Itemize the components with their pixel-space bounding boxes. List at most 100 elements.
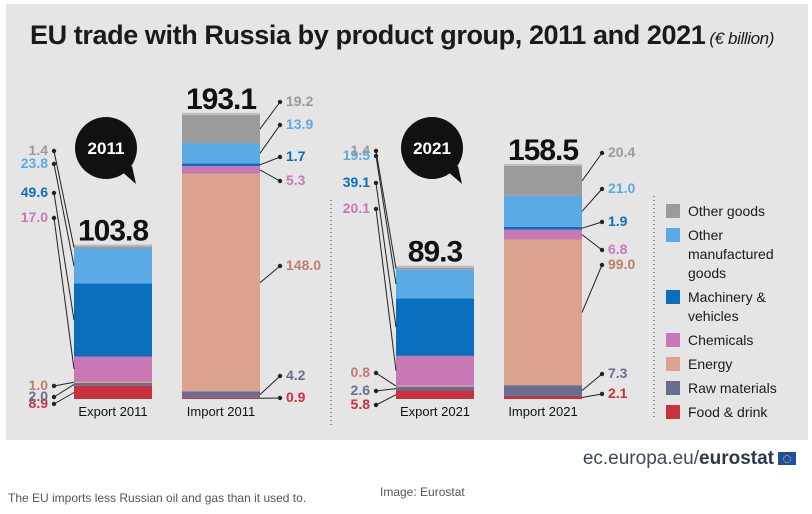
category-label-3: Import 2021: [508, 404, 577, 419]
bar-segment-3-5: [504, 195, 582, 227]
legend-swatch-1: [666, 228, 680, 242]
legend-swatch-3: [666, 333, 680, 347]
segment-label-1-3: 5.3: [286, 172, 306, 188]
chart-title-text: EU trade with Russia by product group, 2…: [30, 20, 706, 50]
leader-line-2-1: [375, 388, 397, 392]
leader-dot-1-1: [277, 373, 283, 379]
segment-label-1-5: 13.9: [286, 116, 313, 132]
legend-label-4-0: Energy: [688, 356, 732, 372]
segment-label-1-6: 19.2: [286, 93, 313, 109]
bar-segment-0-2: [74, 381, 152, 383]
bar-total-1: 193.1: [186, 83, 256, 116]
leader-dot-3-4: [599, 219, 605, 225]
bar-segment-3-1: [504, 385, 582, 396]
bar-segment-2-6: [396, 267, 474, 270]
leader-line-3-5: [581, 188, 603, 212]
bar-top-cap-1: [182, 112, 260, 115]
legend-label-0-0: Other goods: [688, 203, 765, 219]
bar-segment-2-4: [396, 298, 474, 356]
legend-swatch-5: [666, 381, 680, 395]
leader-line-3-3: [581, 234, 603, 251]
leader-line-0-5: [53, 163, 75, 267]
image-caption: The EU imports less Russian oil and gas …: [8, 491, 307, 505]
bar-segment-3-0: [504, 395, 582, 399]
leader-line-0-6: [53, 150, 75, 248]
legend-swatch-4: [666, 357, 680, 371]
legend-label-1-1: manufactured: [688, 246, 774, 262]
chart-unit: (€ billion): [709, 29, 774, 48]
bar-segment-0-3: [74, 356, 152, 382]
leader-dot-1-6: [277, 99, 283, 105]
bar-segment-1-0: [182, 397, 260, 399]
bar-segment-2-3: [396, 355, 474, 386]
bar-segment-2-2: [396, 385, 474, 387]
legend-label-6-0: Food & drink: [688, 404, 768, 420]
segment-label-2-4: 39.1: [343, 174, 370, 190]
legend-swatch-2: [666, 290, 680, 304]
segment-label-3-2: 99.0: [608, 256, 635, 272]
segment-label-1-4: 1.7: [286, 148, 306, 164]
leader-dot-2-4: [373, 180, 379, 186]
leader-line-1-3: [259, 169, 281, 182]
eu-flag-icon: [778, 452, 796, 466]
leader-dot-0-3: [51, 215, 57, 221]
footer-brand: eurostat: [699, 448, 774, 469]
segment-label-3-1: 7.3: [608, 365, 628, 381]
bar-segment-0-0: [74, 385, 152, 399]
segment-label-3-4: 1.9: [608, 213, 628, 229]
chart-title: EU trade with Russia by product group, 2…: [30, 20, 774, 51]
leader-line-3-1: [581, 373, 603, 391]
image-credit: Image: Eurostat: [380, 485, 465, 499]
leader-line-3-2: [581, 264, 603, 313]
leader-line-2-0: [375, 394, 397, 406]
leader-dot-3-2: [599, 262, 605, 268]
leader-line-1-5: [259, 124, 281, 154]
eurostat-logo[interactable]: ec.europa.eu/eurostat: [583, 448, 796, 470]
segment-label-0-1: 2.0: [29, 388, 49, 404]
leader-line-2-4: [375, 182, 397, 328]
bar-segment-1-4: [182, 163, 260, 167]
segment-label-0-6: 1.4: [29, 142, 49, 158]
bar-segment-3-6: [504, 165, 582, 196]
bar-segment-2-5: [396, 269, 474, 299]
bar-segment-2-0: [396, 390, 474, 399]
bar-segment-1-3: [182, 166, 260, 174]
leader-dot-3-3: [599, 247, 605, 253]
bar-total-2: 89.3: [408, 236, 463, 269]
leader-dot-3-0: [599, 391, 605, 397]
category-label-1: Import 2011: [187, 404, 255, 419]
leader-line-1-1: [259, 375, 281, 395]
leader-dot-1-4: [277, 154, 283, 160]
bar-segment-1-5: [182, 143, 260, 164]
bar-top-cap-0: [74, 244, 152, 247]
segment-label-3-5: 21.0: [608, 180, 635, 196]
legend-label-1-0: Other: [688, 227, 723, 243]
leader-dot-0-1: [51, 394, 57, 400]
bar-segment-3-2: [504, 239, 582, 386]
leader-dot-2-0: [373, 402, 379, 408]
segment-label-0-4: 49.6: [21, 184, 48, 200]
bar-segment-0-5: [74, 248, 152, 284]
leader-dot-1-2: [277, 263, 283, 269]
segment-label-2-6: 1.4: [351, 142, 371, 158]
leader-dot-1-5: [277, 122, 283, 128]
leader-dot-2-2: [373, 370, 379, 376]
leader-dot-2-6: [373, 148, 379, 154]
year-badge-0: [75, 117, 137, 179]
bar-top-cap-3: [504, 163, 582, 166]
leader-line-0-4: [53, 192, 75, 321]
leader-line-0-1: [53, 383, 75, 398]
leader-dot-3-1: [599, 371, 605, 377]
bar-segment-0-4: [74, 283, 152, 357]
leader-line-2-2: [375, 372, 397, 387]
segment-label-2-1: 2.6: [351, 382, 371, 398]
legend-label-2-1: vehicles: [688, 308, 739, 324]
segment-label-3-6: 20.4: [608, 144, 635, 160]
leader-line-2-3: [375, 208, 397, 371]
category-label-2: Export 2021: [400, 404, 470, 419]
segment-label-1-0: 0.9: [286, 389, 306, 405]
leader-dot-2-3: [373, 206, 379, 212]
leader-line-3-6: [581, 152, 603, 182]
leader-dot-1-0: [277, 395, 283, 401]
